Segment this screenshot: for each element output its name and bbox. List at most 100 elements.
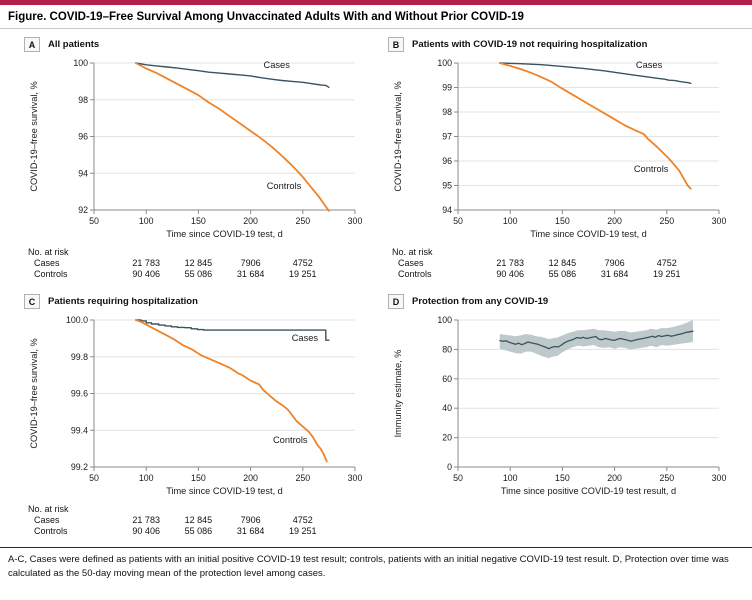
at-risk-value: 55 086 bbox=[184, 269, 213, 279]
at-risk-value: 90 406 bbox=[132, 526, 160, 536]
at-risk-value: 55 086 bbox=[548, 269, 577, 279]
y-axis-title: COVID-19–free survival, % bbox=[29, 81, 39, 191]
x-axis-title: Time since COVID-19 test, d bbox=[530, 229, 647, 239]
x-tick-label: 100 bbox=[139, 473, 154, 483]
panel-b-at-risk-table: No. at risk Cases 21 783 12 845 7906 4752 Cont… bbox=[388, 247, 728, 280]
at-risk-header: No. at risk bbox=[28, 247, 69, 257]
figure-caption: A-C, Cases were defined as patients with… bbox=[8, 554, 729, 579]
y-tick-label: 40 bbox=[442, 403, 452, 413]
panel-d: D Protection from any COVID-19 0 20 40 60 80… bbox=[388, 294, 728, 502]
confidence-band bbox=[499, 320, 693, 359]
panel-b-header: B Patients with COVID-19 not requiring h… bbox=[388, 37, 728, 52]
y-tick-label: 99 bbox=[442, 83, 452, 93]
figure-page: Figure. COVID-19–Free Survival Among Unv… bbox=[0, 0, 752, 579]
panel-d-letter-badge: D bbox=[388, 294, 404, 309]
at-risk-row: Controls 90 406 55 086 31 684 19 251 bbox=[24, 526, 364, 537]
y-tick-label: 99.2 bbox=[71, 462, 88, 472]
at-risk-row-label: Controls bbox=[398, 269, 432, 279]
panel-d-chart: 0 20 40 60 80 100 50 100 150 200 250 300 Time since … bbox=[393, 315, 727, 496]
at-risk-value: 4752 bbox=[656, 258, 677, 268]
panel-c-header: C Patients requiring hospitalization bbox=[24, 294, 364, 309]
panel-c-chart: 99.2 99.4 99.6 99.8 100.0 50 100 150 200 250 300 Ti… bbox=[29, 315, 363, 496]
y-tick-label: 97 bbox=[442, 132, 452, 142]
y-tick-label: 20 bbox=[442, 433, 452, 443]
x-tick-label: 50 bbox=[453, 216, 463, 226]
y-tick-label: 60 bbox=[442, 374, 452, 384]
caption-divider bbox=[0, 547, 752, 548]
x-axis-title: Time since COVID-19 test, d bbox=[166, 486, 283, 496]
at-risk-header: No. at risk bbox=[392, 247, 433, 257]
at-risk-value: 19 251 bbox=[289, 526, 317, 536]
x-tick-label: 200 bbox=[607, 473, 622, 483]
panel-c-title: Patients requiring hospitalization bbox=[48, 296, 198, 307]
x-tick-label: 250 bbox=[295, 216, 310, 226]
at-risk-row: Controls 90 406 55 086 31 684 19 251 bbox=[388, 269, 728, 280]
at-risk-value: 4752 bbox=[292, 258, 313, 268]
panel-d-header: D Protection from any COVID-19 bbox=[388, 294, 728, 309]
panel-a-at-risk-table: No. at risk Cases 21 783 12 845 7906 4752 Cont… bbox=[24, 247, 364, 280]
at-risk-value: 31 684 bbox=[236, 526, 265, 536]
at-risk-value: 90 406 bbox=[496, 269, 524, 279]
panel-b: B Patients with COVID-19 not requiring h… bbox=[388, 37, 728, 280]
series-line bbox=[135, 62, 330, 88]
y-tick-label: 80 bbox=[442, 344, 452, 354]
series-label: Cases bbox=[636, 60, 663, 70]
at-risk-row: Cases 21 783 12 845 7906 4752 bbox=[24, 515, 364, 526]
at-risk-value: 31 684 bbox=[236, 269, 265, 279]
at-risk-row: Controls 90 406 55 086 31 684 19 251 bbox=[24, 269, 364, 280]
at-risk-row-label: Cases bbox=[34, 515, 60, 525]
x-tick-label: 200 bbox=[243, 473, 258, 483]
at-risk-value: 7906 bbox=[604, 258, 625, 268]
y-tick-label: 98 bbox=[78, 95, 88, 105]
y-tick-label: 100.0 bbox=[66, 315, 88, 325]
at-risk-value: 12 845 bbox=[184, 515, 213, 525]
panels-grid: A All patients 92 94 96 98 100 50 100 150 200 250… bbox=[0, 29, 752, 537]
at-risk-header: No. at risk bbox=[28, 504, 69, 514]
x-axis-title: Time since positive COVID-19 test result… bbox=[501, 486, 676, 496]
x-tick-label: 300 bbox=[712, 216, 727, 226]
figure-title: Figure. COVID-19–Free Survival Among Unv… bbox=[8, 11, 524, 23]
x-tick-label: 250 bbox=[659, 473, 674, 483]
series-line bbox=[135, 319, 330, 341]
y-tick-label: 0 bbox=[447, 462, 452, 472]
x-tick-label: 100 bbox=[139, 216, 154, 226]
x-tick-label: 200 bbox=[607, 216, 622, 226]
panel-a-chart: 92 94 96 98 100 50 100 150 200 250 300 Time since C… bbox=[29, 58, 363, 239]
x-tick-label: 50 bbox=[453, 473, 463, 483]
y-tick-label: 92 bbox=[78, 205, 88, 215]
x-tick-label: 300 bbox=[712, 473, 727, 483]
y-axis-title: COVID-19–free survival, % bbox=[29, 338, 39, 448]
series-label: Controls bbox=[634, 164, 669, 174]
y-tick-label: 95 bbox=[442, 181, 452, 191]
y-tick-label: 96 bbox=[442, 156, 452, 166]
y-tick-label: 100 bbox=[437, 58, 452, 68]
at-risk-value: 90 406 bbox=[132, 269, 160, 279]
y-axis-title: Immunity estimate, % bbox=[393, 350, 403, 438]
at-risk-value: 7906 bbox=[240, 515, 261, 525]
y-tick-label: 99.8 bbox=[71, 352, 88, 362]
at-risk-value: 12 845 bbox=[548, 258, 577, 268]
y-tick-label: 99.6 bbox=[71, 389, 88, 399]
x-tick-label: 150 bbox=[191, 473, 206, 483]
x-tick-label: 300 bbox=[348, 473, 363, 483]
series-line bbox=[499, 330, 694, 350]
x-tick-label: 200 bbox=[243, 216, 258, 226]
y-tick-label: 98 bbox=[442, 107, 452, 117]
panel-a-letter-badge: A bbox=[24, 37, 40, 52]
panel-c-letter-badge: C bbox=[24, 294, 40, 309]
title-divider bbox=[0, 28, 752, 29]
at-risk-value: 19 251 bbox=[289, 269, 317, 279]
panel-d-title: Protection from any COVID-19 bbox=[412, 296, 549, 307]
series-line bbox=[134, 62, 330, 212]
at-risk-value: 4752 bbox=[292, 515, 313, 525]
at-risk-row: Cases 21 783 12 845 7906 4752 bbox=[24, 258, 364, 269]
at-risk-row-label: Controls bbox=[34, 526, 68, 536]
series-label: Controls bbox=[267, 181, 302, 191]
at-risk-row-label: Controls bbox=[34, 269, 68, 279]
panel-c-at-risk-table: No. at risk Cases 21 783 12 845 7906 4752 Cont… bbox=[24, 504, 364, 537]
y-tick-label: 100 bbox=[437, 315, 452, 325]
figure-accent-bar bbox=[0, 0, 752, 5]
y-axis-title: COVID-19–free survival, % bbox=[393, 81, 403, 191]
x-tick-label: 150 bbox=[191, 216, 206, 226]
x-tick-label: 300 bbox=[348, 216, 363, 226]
